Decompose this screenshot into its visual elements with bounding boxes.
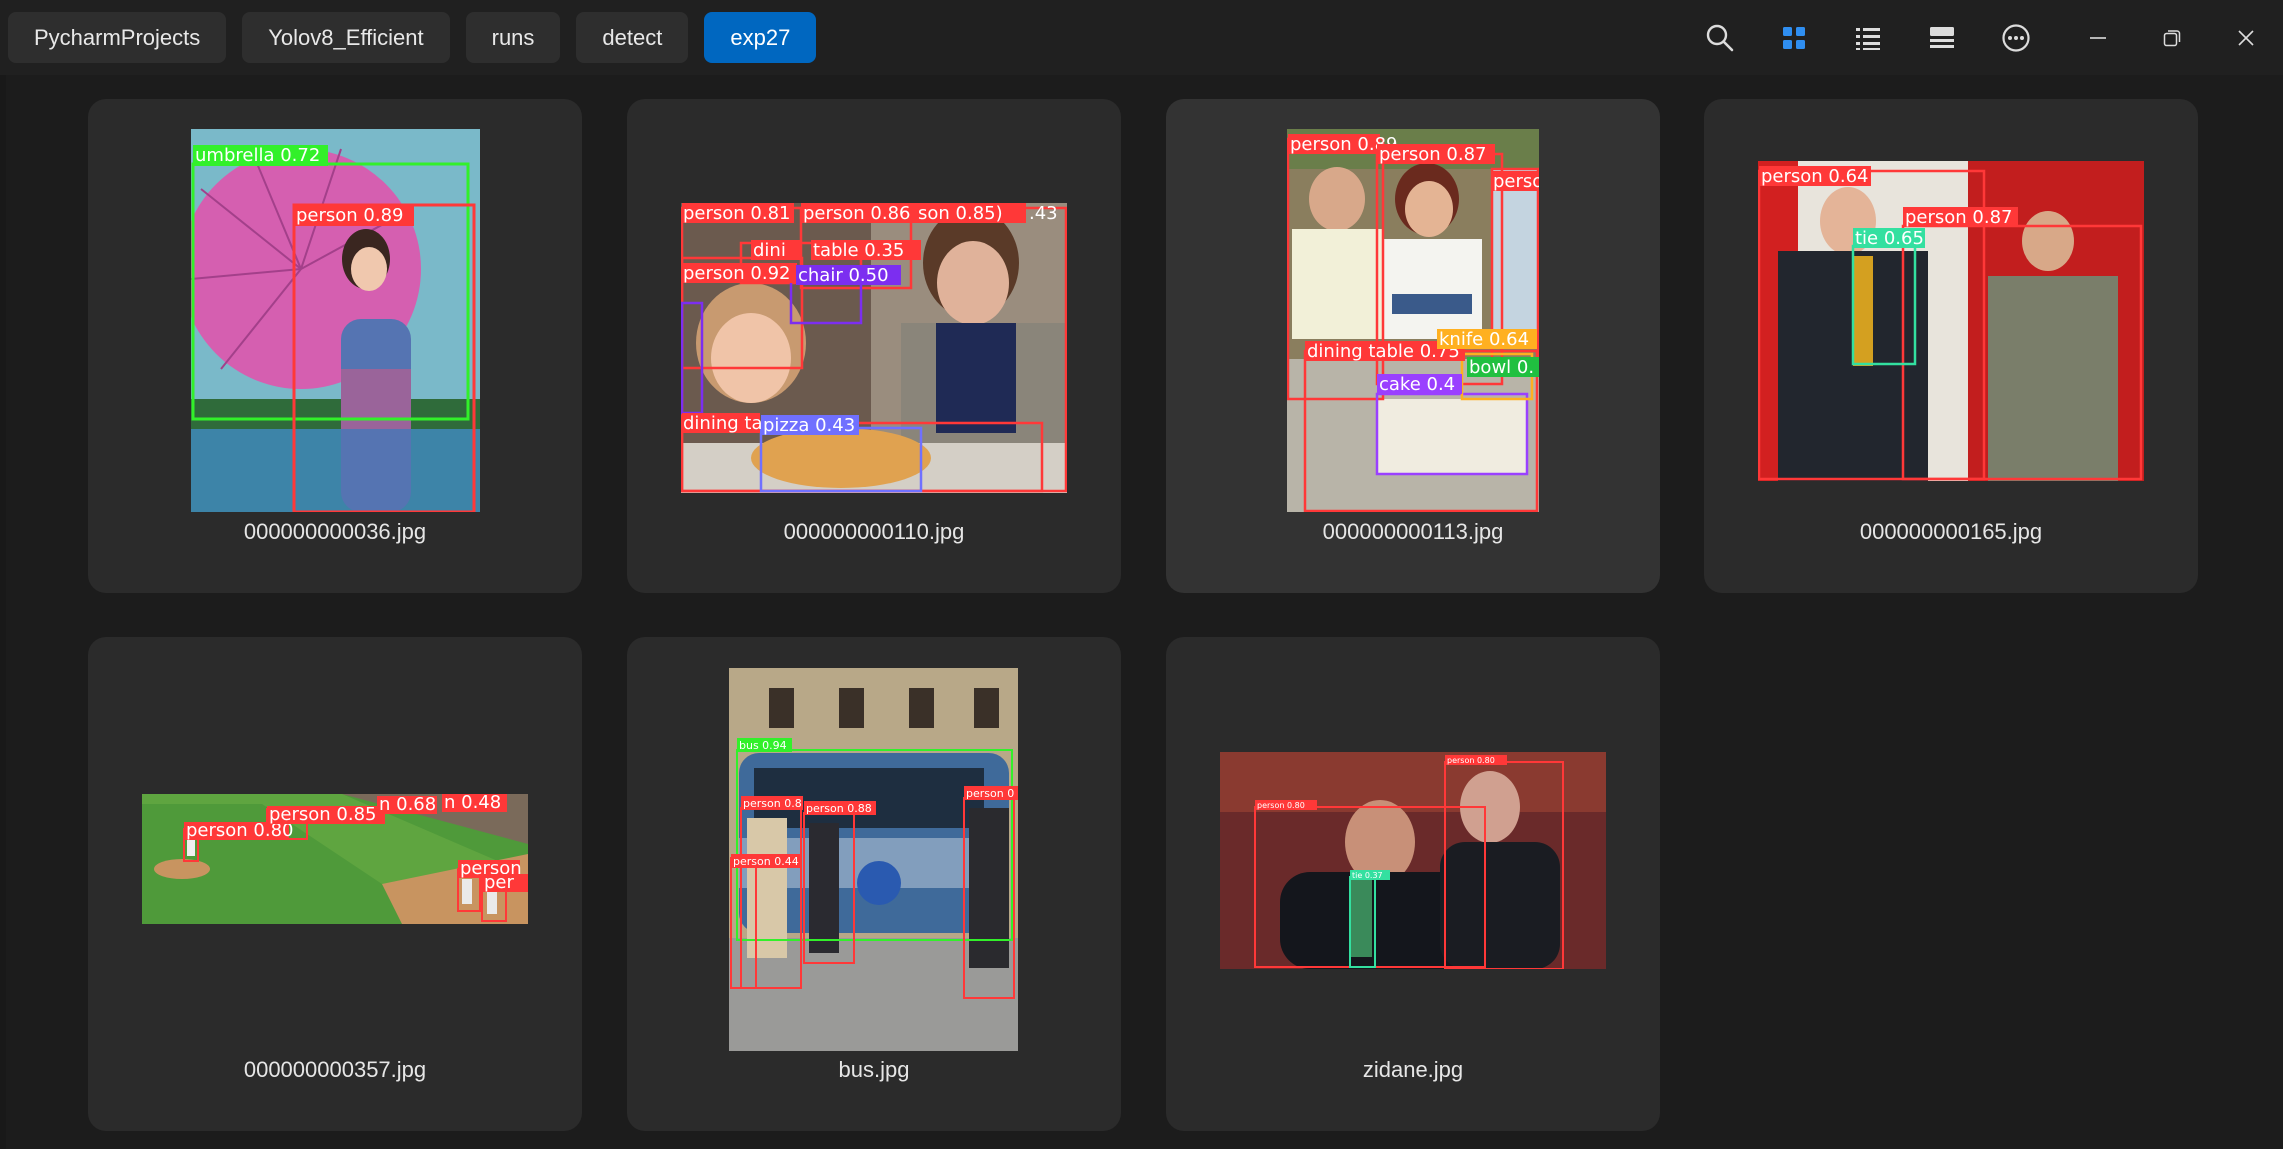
file-card-165[interactable]: person 0.64 person 0.87 tie 0.65 0000000… [1704, 99, 2198, 593]
minimize-icon [2090, 36, 2106, 39]
file-name: zidane.jpg [1362, 1057, 1464, 1082]
file-name: bus.jpg [838, 1057, 910, 1082]
file-name: 000000000110.jpg [783, 519, 965, 544]
file-card-357[interactable]: person 0.80 person 0.85 n 0.68 n 0.48 pe… [88, 637, 582, 1131]
box-label: bowl 0. [1469, 357, 1534, 378]
close-button[interactable] [2213, 12, 2279, 63]
file-card-113[interactable]: person 0.89 person 0.87 perso dining tab… [1166, 99, 1660, 593]
box-label: person 0.87 [1905, 207, 2013, 228]
close-icon [2238, 29, 2254, 46]
left-edge [0, 75, 6, 1149]
file-card-zidane[interactable]: person 0.80 person 0.80 tie 0.37 zidane.… [1166, 637, 1660, 1131]
breadcrumb: PycharmProjects Yolov8_Efficient runs de… [8, 12, 817, 63]
box-label: person 0.89 [1290, 134, 1398, 155]
grid-view-icon [1783, 26, 1805, 49]
breadcrumb-runs[interactable]: runs [465, 12, 561, 63]
file-card-110[interactable]: person 0.81 person 0.86 son 0.85) .43 di… [627, 99, 1121, 593]
box-label: cake 0.4 [1379, 374, 1455, 395]
image-thumbnail: person 0.80 person 0.80 tie 0.37 [1220, 752, 1606, 969]
box-label: dini [753, 240, 786, 261]
box-label: person 0.86 [803, 203, 911, 224]
breadcrumb-pycharmprojects[interactable]: PycharmProjects [8, 12, 227, 63]
box-label: dining ta [683, 413, 762, 434]
box-label: knife 0.64 [1439, 329, 1529, 350]
box-label: bus 0.94 [739, 739, 787, 752]
box-label: son 0.85) [918, 203, 1003, 224]
box-label: person 0.87 [1379, 144, 1487, 165]
file-grid: umbrella 0.72 person 0.89 000000000036.j… [0, 75, 2283, 1149]
box-label: n 0.68 [379, 794, 436, 815]
box-label: table 0.35 [813, 240, 904, 261]
list-view-icon [1856, 27, 1880, 50]
box-label: tie 0.37 [1352, 871, 1383, 880]
box-label: dining table 0.75 [1307, 341, 1460, 362]
file-card-bus[interactable]: bus 0.94 person 0.8 person 0.88 person 0… [627, 637, 1121, 1131]
more-button[interactable] [1990, 12, 2042, 63]
image-thumbnail: bus 0.94 person 0.8 person 0.88 person 0… [729, 668, 1018, 1051]
box-label: person 0.64 [1761, 166, 1869, 187]
restore-icon [2163, 29, 2181, 46]
box-label: person 0.85 [269, 804, 377, 825]
file-name: 000000000036.jpg [243, 519, 427, 544]
box-label: .43 [1029, 203, 1058, 224]
list-view-button[interactable] [1842, 12, 1894, 63]
box-label: person 0.80 [1257, 801, 1305, 810]
box-label: pizza 0.43 [763, 415, 855, 436]
details-view-button[interactable] [1916, 12, 1968, 63]
box-label: n 0.48 [444, 794, 501, 813]
details-view-icon [1930, 26, 1954, 48]
image-thumbnail: person 0.64 person 0.87 tie 0.65 [1758, 161, 2144, 481]
box-label: perso [1493, 171, 1539, 192]
breadcrumb-yolov8-efficient[interactable]: Yolov8_Efficient [242, 12, 450, 63]
box-label: person 0.88 [806, 802, 872, 815]
grid-view-button[interactable] [1768, 12, 1820, 63]
box-label: person 0.80 [186, 820, 294, 841]
box-label: umbrella 0.72 [195, 145, 320, 166]
file-name: 000000000357.jpg [243, 1057, 427, 1082]
box-label: person 0.44 [733, 855, 799, 868]
box-label: person [460, 858, 522, 879]
file-name: 000000000165.jpg [1859, 519, 2043, 544]
image-thumbnail: person 0.81 person 0.86 son 0.85) .43 di… [681, 203, 1067, 493]
box-label: person 0.80 [1447, 756, 1495, 765]
file-card-036[interactable]: umbrella 0.72 person 0.89 000000000036.j… [88, 99, 582, 593]
breadcrumb-exp27[interactable]: exp27 [704, 12, 817, 63]
box-label: person 0.89 [296, 205, 404, 226]
search-button[interactable] [1694, 12, 1746, 63]
box-label: per [484, 872, 515, 893]
breadcrumb-detect[interactable]: detect [576, 12, 689, 63]
file-name: 000000000113.jpg [1322, 519, 1504, 544]
image-thumbnail: person 0.80 person 0.85 n 0.68 n 0.48 pe… [142, 794, 528, 924]
box-label: tie 0.65 [1855, 228, 1924, 249]
more-icon [2002, 23, 2030, 52]
box-label: person 0 [966, 787, 1014, 800]
image-thumbnail: person 0.89 person 0.87 perso dining tab… [1287, 129, 1539, 512]
box-label: person 0.8 [743, 797, 802, 810]
box-label: person 0.81 [683, 203, 791, 224]
toolbar [1683, 12, 2283, 63]
box-label: chair 0.50 [798, 265, 889, 286]
box-label: person 0.92 [683, 263, 791, 284]
image-thumbnail: umbrella 0.72 person 0.89 [191, 129, 480, 512]
top-bar: PycharmProjects Yolov8_Efficient runs de… [0, 0, 2283, 75]
restore-button[interactable] [2139, 12, 2205, 63]
minimize-button[interactable] [2065, 12, 2131, 63]
search-icon [1706, 24, 1734, 51]
